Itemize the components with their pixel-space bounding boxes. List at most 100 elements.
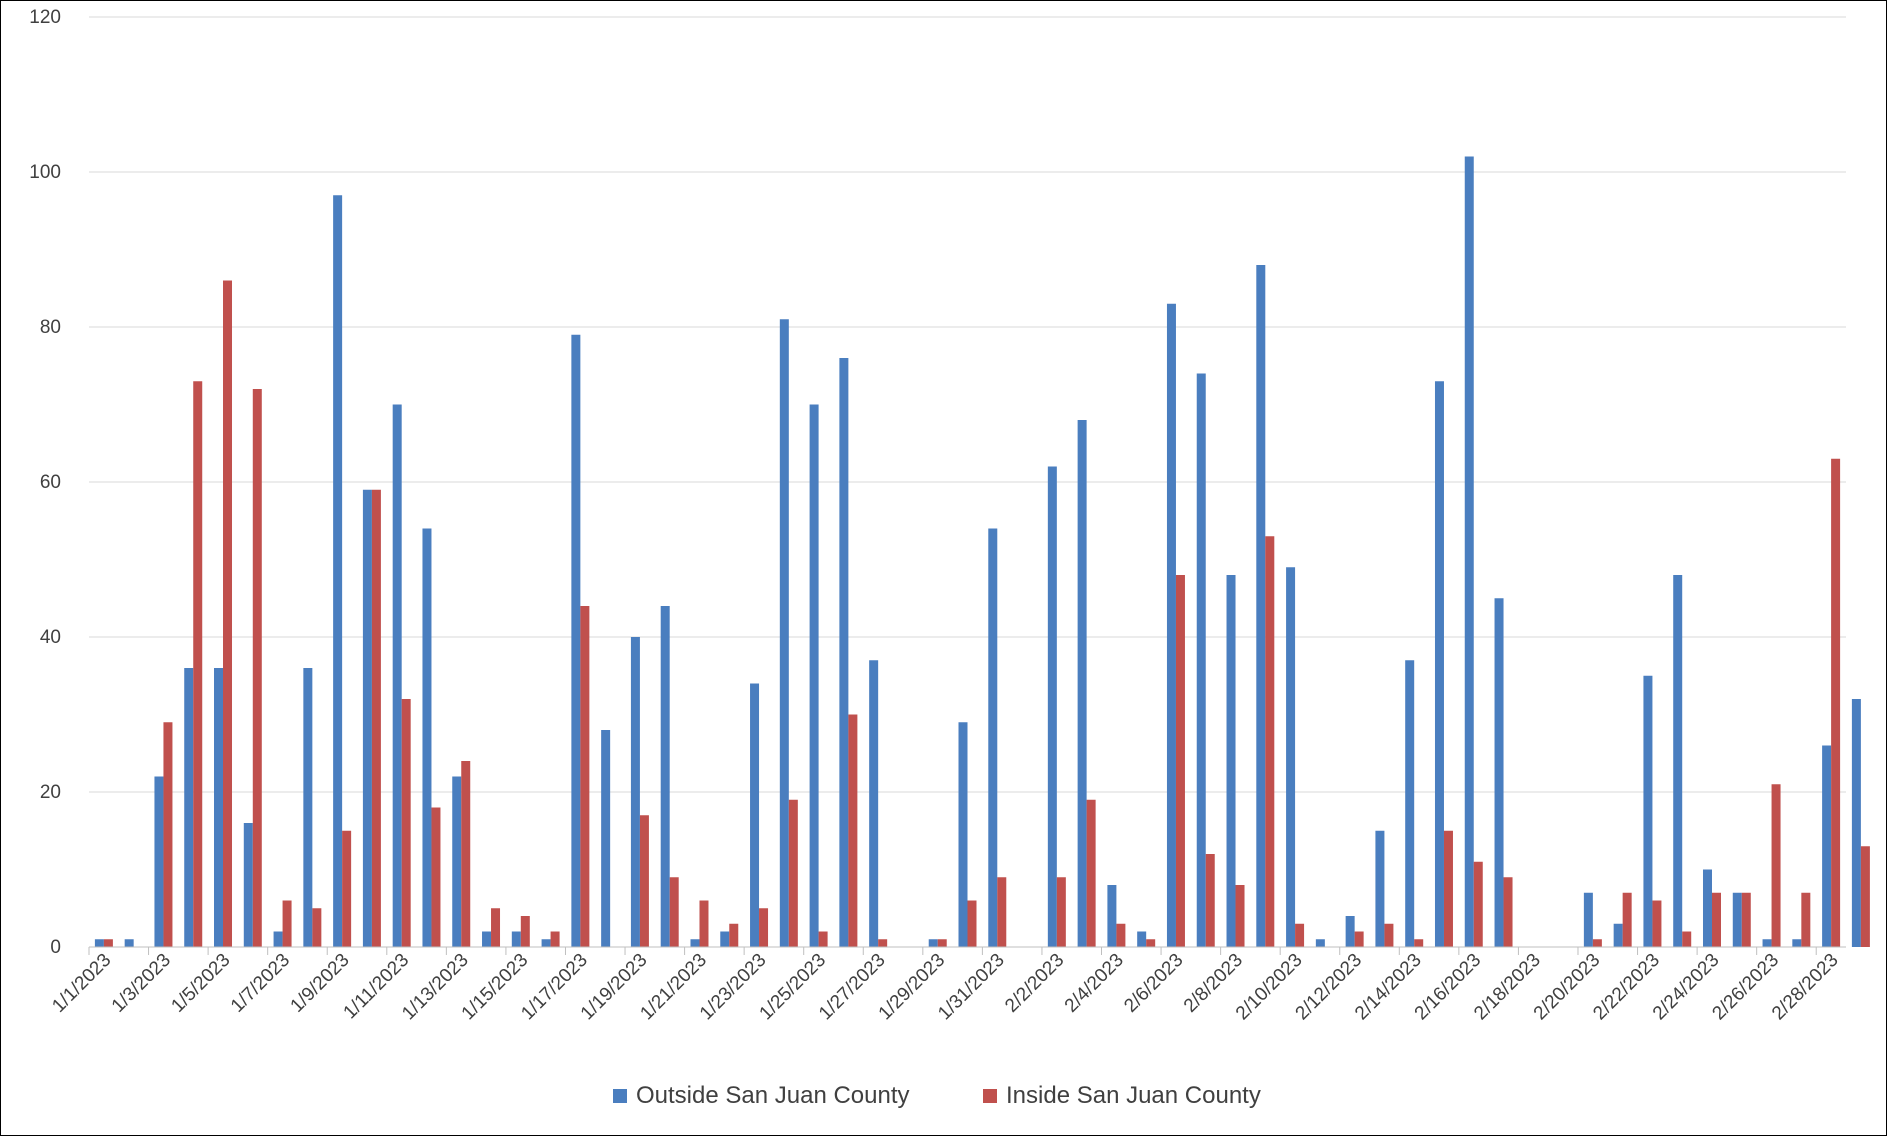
bar-inside bbox=[461, 761, 471, 947]
bar-inside bbox=[1652, 900, 1662, 947]
bar-inside bbox=[1503, 877, 1513, 947]
x-tick-label: 1/1/2023 bbox=[48, 950, 115, 1017]
bar-inside bbox=[1711, 892, 1721, 947]
bar-outside bbox=[541, 939, 551, 947]
bar-outside bbox=[750, 683, 760, 947]
bar-inside bbox=[937, 939, 947, 947]
bar-outside bbox=[1464, 156, 1474, 947]
bar-outside bbox=[1226, 575, 1236, 947]
bar-outside bbox=[511, 931, 521, 947]
bar-outside bbox=[1494, 598, 1504, 947]
bar-outside bbox=[1643, 675, 1653, 947]
x-tick-label: 2/4/2023 bbox=[1061, 950, 1128, 1017]
bar-outside bbox=[1047, 466, 1057, 947]
bar-inside bbox=[1265, 536, 1275, 947]
bar-outside bbox=[571, 334, 581, 947]
legend-swatch-inside bbox=[983, 1089, 997, 1103]
bar-outside bbox=[839, 358, 849, 947]
y-tick-label: 60 bbox=[40, 472, 61, 493]
bar-inside bbox=[997, 877, 1007, 947]
bar-outside bbox=[958, 722, 968, 947]
bar-inside bbox=[1235, 885, 1245, 947]
bar-inside bbox=[1771, 784, 1781, 947]
bar-inside bbox=[669, 877, 679, 947]
bar-outside bbox=[184, 668, 194, 947]
bar-outside bbox=[630, 637, 640, 947]
bar-outside bbox=[1732, 892, 1742, 947]
bar-inside bbox=[1443, 830, 1453, 947]
bar-outside bbox=[660, 606, 670, 947]
bar-outside bbox=[1792, 939, 1802, 947]
bar-inside bbox=[491, 908, 501, 947]
bar-outside bbox=[1673, 575, 1683, 947]
bar-inside bbox=[699, 900, 709, 947]
bar-outside bbox=[601, 730, 611, 947]
x-tick-label: 1/7/2023 bbox=[227, 950, 294, 1017]
bar-outside bbox=[1256, 265, 1266, 947]
bar-outside bbox=[1375, 830, 1385, 947]
bar-outside bbox=[422, 528, 432, 947]
bar-inside bbox=[193, 381, 203, 947]
y-tick-label: 40 bbox=[40, 627, 61, 648]
bar-outside bbox=[1405, 660, 1415, 947]
bar-inside bbox=[163, 722, 173, 947]
bar-outside bbox=[1583, 892, 1593, 947]
bar-inside bbox=[252, 389, 262, 947]
bar-outside bbox=[1107, 885, 1117, 947]
x-tick-label: 2/2/2023 bbox=[1001, 950, 1068, 1017]
bar-outside bbox=[869, 660, 879, 947]
bar-inside bbox=[1205, 854, 1215, 947]
bar-inside bbox=[878, 939, 888, 947]
y-tick-label: 0 bbox=[50, 937, 61, 958]
bar-inside bbox=[103, 939, 113, 947]
legend: Outside San Juan County Inside San Juan … bbox=[613, 1082, 1261, 1109]
legend-label-outside: Outside San Juan County bbox=[636, 1082, 910, 1109]
bar-outside bbox=[362, 489, 372, 947]
x-tick-label: 1/5/2023 bbox=[167, 950, 234, 1017]
bar-inside bbox=[1473, 861, 1483, 947]
bar-outside bbox=[392, 404, 402, 947]
bar-outside bbox=[1077, 420, 1087, 947]
legend-swatch-outside bbox=[613, 1089, 627, 1103]
bar-outside bbox=[1434, 381, 1444, 947]
legend-label-inside: Inside San Juan County bbox=[1006, 1082, 1261, 1109]
bar-inside bbox=[1682, 931, 1692, 947]
bars bbox=[94, 156, 1870, 947]
bar-inside bbox=[1414, 939, 1424, 947]
bar-outside bbox=[1137, 931, 1147, 947]
x-axis bbox=[88, 946, 1846, 955]
bar-inside bbox=[729, 923, 739, 947]
y-tick-label: 20 bbox=[40, 782, 61, 803]
bar-outside bbox=[1166, 303, 1176, 947]
bar-inside bbox=[1146, 939, 1156, 947]
bar-inside bbox=[1384, 923, 1394, 947]
bar-outside bbox=[1762, 939, 1772, 947]
bar-outside bbox=[1851, 699, 1861, 947]
bar-inside bbox=[282, 900, 292, 947]
bar-outside bbox=[154, 776, 164, 947]
bar-outside bbox=[928, 939, 938, 947]
bar-inside bbox=[223, 280, 233, 947]
bar-outside bbox=[452, 776, 462, 947]
bar-outside bbox=[1613, 923, 1623, 947]
bar-inside bbox=[788, 799, 798, 947]
bar-outside bbox=[809, 404, 819, 947]
bar-outside bbox=[1315, 939, 1325, 947]
x-axis-tick-labels: 1/1/20231/3/20231/5/20231/7/20231/9/2023… bbox=[48, 950, 1842, 1025]
bar-outside bbox=[243, 823, 253, 947]
bar-inside bbox=[1801, 892, 1811, 947]
bar-outside bbox=[1702, 869, 1712, 947]
y-tick-label: 120 bbox=[29, 7, 61, 28]
bar-outside bbox=[482, 931, 492, 947]
bar-inside bbox=[639, 815, 649, 947]
y-tick-label: 100 bbox=[29, 162, 61, 183]
bar-outside bbox=[124, 939, 134, 947]
bar-inside bbox=[1860, 846, 1870, 947]
bar-inside bbox=[401, 699, 411, 947]
bar-inside bbox=[312, 908, 322, 947]
bar-inside bbox=[1116, 923, 1126, 947]
bar-inside bbox=[1831, 458, 1841, 947]
bar-inside bbox=[759, 908, 769, 947]
bar-inside bbox=[848, 714, 858, 947]
